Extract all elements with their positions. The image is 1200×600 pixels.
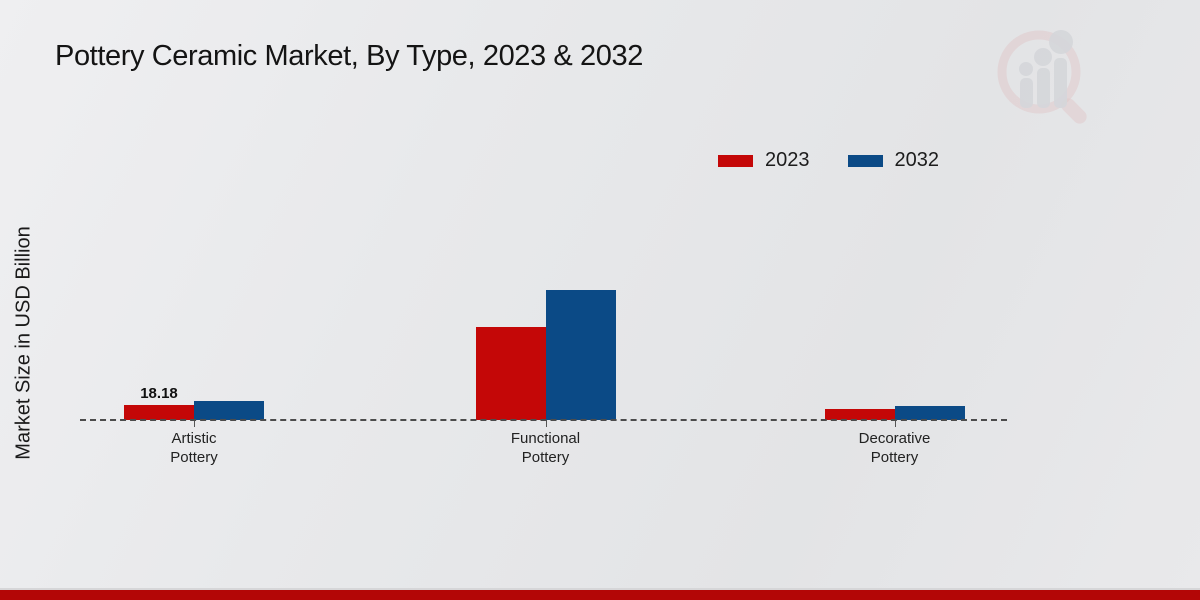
x-axis-tick (194, 420, 195, 427)
category-label-functional-pottery: Functional Pottery (510, 430, 581, 466)
plot-area: Artistic Pottery Functional Pottery Decora… (80, 150, 1007, 466)
footer-accent-band (0, 588, 1200, 600)
category-label-artistic-pottery: Artistic Pottery (170, 430, 218, 466)
magnifier-bar-chart-logo-icon (997, 30, 1087, 124)
legend-item-2032[interactable]: 2032 (847, 149, 940, 172)
bar-2032-artistic-pottery[interactable] (194, 401, 264, 420)
x-axis-tick (894, 420, 896, 427)
legend-label-2032: 2032 (894, 149, 940, 171)
legend-swatch-2023 (718, 154, 753, 167)
bar-2023-artistic-pottery[interactable] (124, 405, 194, 420)
chart-title: Pottery Ceramic Market, By Type, 2023 & … (55, 40, 643, 72)
bar-2032-functional-pottery[interactable] (545, 290, 616, 420)
bar-2023-functional-pottery[interactable] (475, 327, 546, 420)
legend-item-2023[interactable]: 2023 (718, 149, 810, 172)
category-label-decorative-pottery: Decorative Pottery (858, 430, 931, 466)
legend: 2023 2032 (718, 149, 939, 172)
legend-swatch-2032 (847, 154, 883, 167)
bar-2023-decorative-pottery[interactable] (824, 409, 895, 420)
bar-2032-decorative-pottery[interactable] (894, 406, 965, 420)
bar-value-label: 18.18 (140, 385, 178, 402)
x-axis-baseline (80, 419, 1007, 421)
x-axis-tick (545, 420, 547, 427)
legend-label-2023: 2023 (765, 149, 810, 171)
y-axis-label: Market Size in USD Billion (12, 226, 35, 460)
